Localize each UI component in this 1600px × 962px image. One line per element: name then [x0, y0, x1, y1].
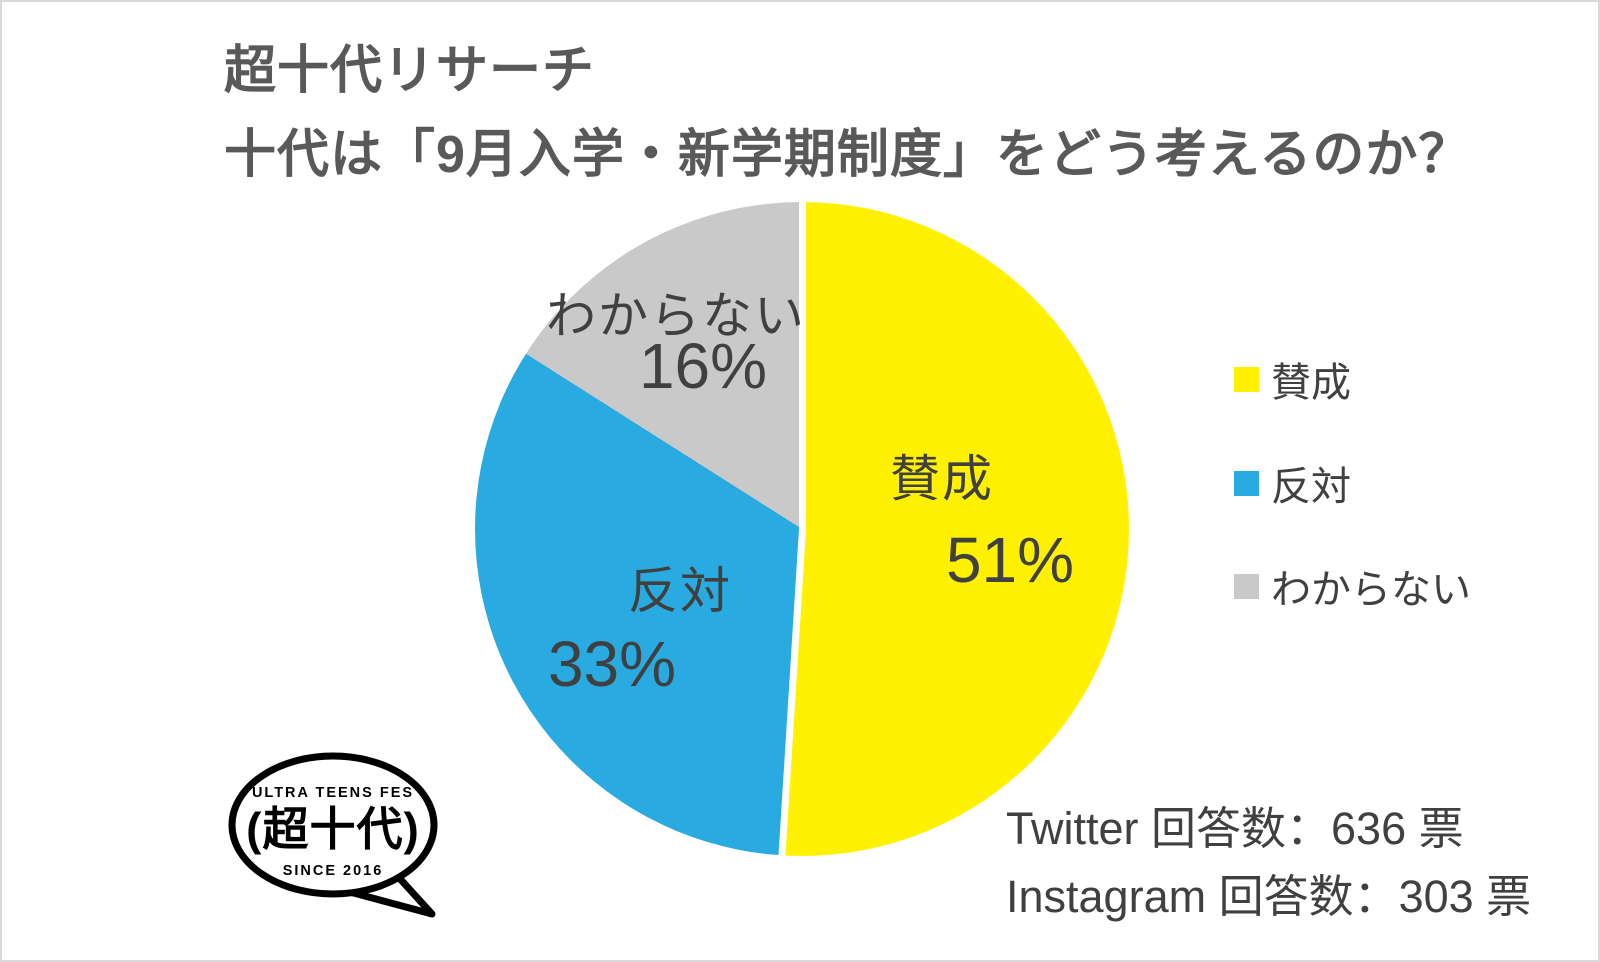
slice-divider-top [798, 202, 806, 529]
slice-label-oppose: 反対 [628, 563, 732, 619]
legend-swatch-oppose [1234, 470, 1259, 496]
slice-value-oppose: 33% [547, 628, 677, 700]
instagram-response-count: Instagram 回答数：303 票 [1006, 871, 1532, 922]
slice-label-agree: 賛成 [890, 451, 994, 507]
speech-bubble-body [228, 752, 438, 898]
slice-value-unknown: 16% [638, 330, 768, 402]
legend-item-agree: 賛成 [1234, 354, 1351, 405]
legend-swatch-agree [1234, 366, 1259, 392]
pie-chart [475, 202, 1129, 856]
legend-item-oppose: 反対 [1234, 458, 1351, 509]
legend-label-oppose: 反対 [1271, 465, 1351, 509]
page-title: 超十代リサーチ [224, 42, 596, 100]
legend-label-agree: 賛成 [1271, 361, 1351, 405]
page-subtitle: 十代は「9月入学・新学期制度」をどう考えるのか？ [224, 126, 1472, 184]
ultra-teens-fes-logo: ULTRA TEENS FES (超十代) SINCE 2016 [228, 752, 438, 918]
slice-value-agree: 51% [945, 524, 1075, 596]
legend-label-unknown: わからない [1271, 568, 1471, 612]
logo-top-text: ULTRA TEENS FES [252, 785, 414, 801]
logo-bottom-text: SINCE 2016 [283, 863, 384, 879]
legend-item-unknown: わからない [1234, 561, 1471, 612]
slice-label-unknown: わからない [546, 288, 806, 344]
logo-main-text: (超十代) [246, 803, 420, 855]
legend-swatch-unknown [1234, 573, 1259, 599]
twitter-response-count: Twitter 回答数：636 票 [1006, 803, 1464, 854]
